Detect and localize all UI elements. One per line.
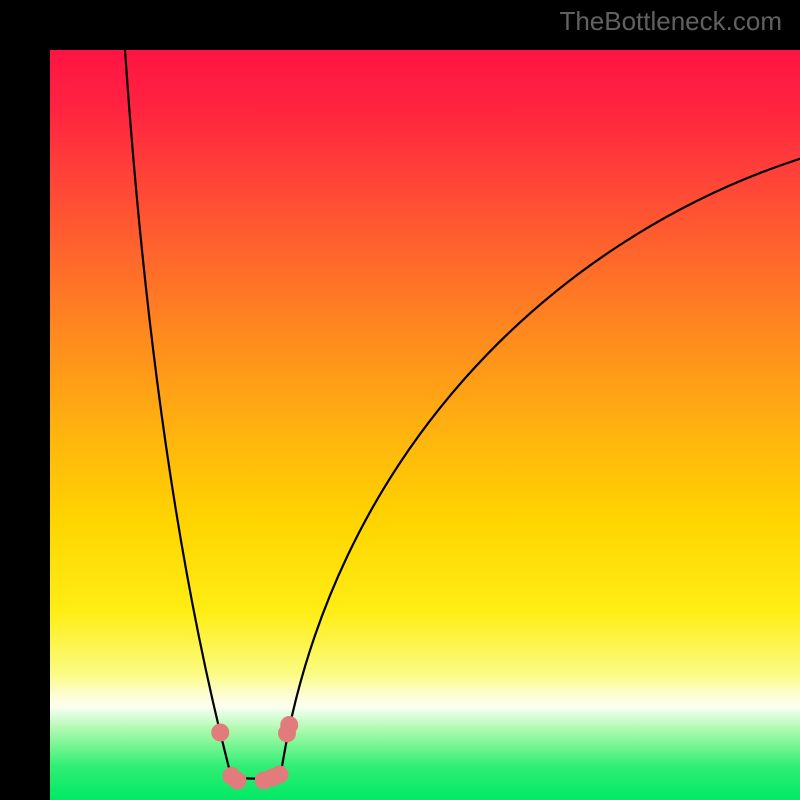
marker-point: [211, 724, 229, 742]
marker-point: [229, 772, 247, 790]
plot-area: [50, 50, 800, 800]
chart-container: { "watermark": { "text": "TheBottleneck.…: [0, 0, 800, 800]
watermark-text: TheBottleneck.com: [559, 6, 782, 37]
marker-point: [280, 716, 298, 734]
marker-point: [271, 766, 289, 784]
